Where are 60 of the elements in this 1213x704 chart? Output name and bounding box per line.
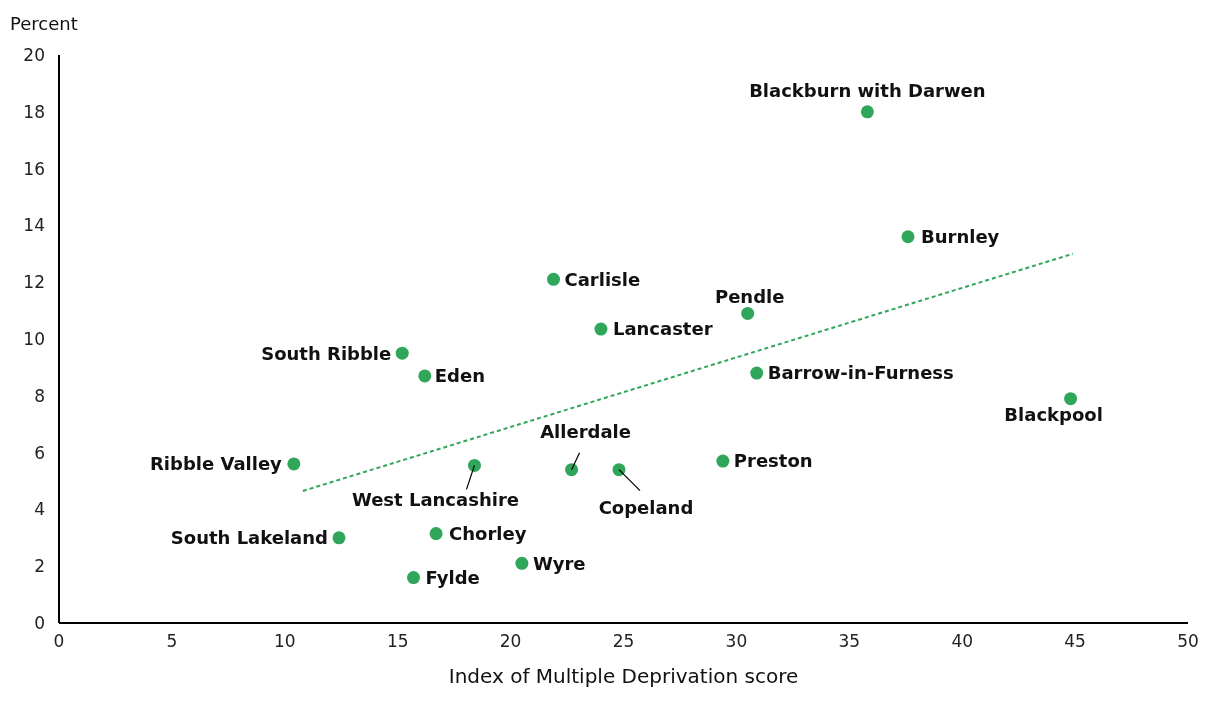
y-axis-title: Percent	[10, 13, 78, 34]
x-tick-label: 40	[951, 631, 974, 651]
annotation: Wyre	[532, 552, 586, 574]
annotation: Chorley	[449, 522, 527, 544]
annotation: Pendle	[714, 285, 785, 307]
x-tick-label: 25	[612, 631, 635, 651]
annotation: Blackburn with Darwen	[749, 80, 986, 102]
annotation: Barrow-in-Furness	[767, 362, 954, 384]
point	[418, 369, 432, 383]
point	[901, 230, 915, 244]
point	[332, 531, 346, 545]
point	[287, 457, 301, 471]
y-tick-label: 16	[23, 158, 45, 179]
y-tick-label: 4	[34, 499, 45, 520]
x-tick-label: 5	[166, 631, 178, 651]
x-tick-label: 0	[53, 631, 65, 651]
point	[860, 105, 874, 119]
point	[612, 463, 626, 477]
annotation: Preston	[733, 450, 813, 472]
point	[750, 366, 764, 380]
point	[716, 454, 730, 468]
annotation: Burnley	[921, 226, 1000, 248]
x-tick-label: 35	[838, 631, 861, 651]
annotation: South Ribble	[261, 342, 392, 364]
annotation: Copeland	[598, 496, 694, 518]
point	[407, 571, 421, 585]
annotation: Eden	[434, 365, 485, 387]
annotation: Allerdale	[540, 420, 631, 442]
point	[515, 556, 529, 570]
point	[594, 322, 608, 336]
point	[547, 272, 560, 286]
x-tick-label: 20	[499, 631, 522, 651]
x-tick-label: 15	[386, 631, 409, 651]
point	[565, 463, 579, 477]
annotation: Fylde	[425, 566, 480, 588]
annotation: South Lakeland	[170, 527, 328, 549]
y-tick-label: 18	[23, 101, 45, 122]
x-tick-label: 50	[1177, 631, 1199, 651]
annotation: Carlisle	[564, 268, 641, 290]
annotation: Ribble Valley	[150, 453, 283, 475]
annotation: West Lancashire	[351, 488, 519, 510]
y-tick-label: 8	[34, 385, 45, 406]
y-tick-label: 10	[23, 328, 45, 349]
x-tick-label: 45	[1064, 631, 1086, 651]
point	[1064, 392, 1078, 406]
y-tick-label: 14	[23, 215, 45, 236]
point	[395, 346, 409, 360]
point	[467, 458, 481, 472]
annotation: Blackpool	[1004, 403, 1103, 425]
annotation: Lancaster	[612, 318, 713, 340]
y-tick-label: 12	[23, 272, 45, 293]
x-tick-label: 30	[725, 631, 748, 651]
point	[741, 306, 755, 320]
y-tick-label: 20	[23, 44, 45, 65]
x-axis-title: Index of Multiple Deprivation score	[448, 664, 799, 688]
y-tick-label: 2	[34, 556, 45, 577]
point	[429, 527, 443, 541]
x-tick-label: 10	[273, 631, 296, 651]
y-tick-label: 6	[34, 442, 45, 463]
y-tick-label: 0	[34, 612, 45, 633]
